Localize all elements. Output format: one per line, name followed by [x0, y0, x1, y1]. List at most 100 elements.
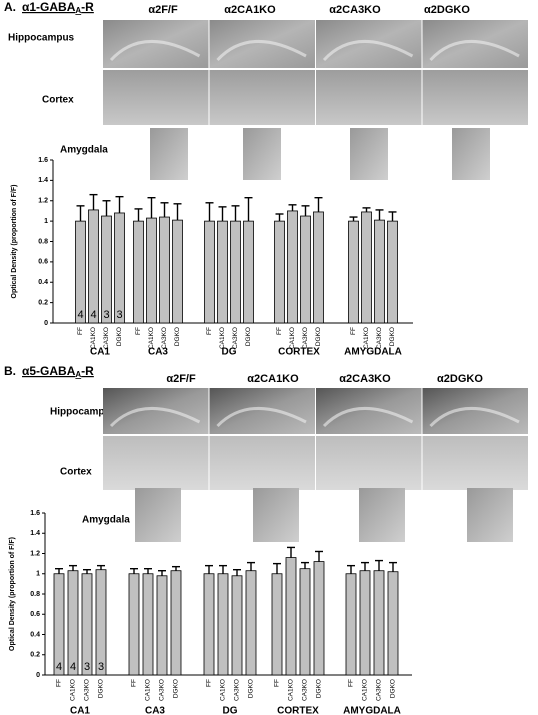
bar	[387, 571, 399, 676]
bar-label: CA3KO	[234, 679, 241, 701]
bar	[345, 573, 357, 676]
group-label: AMYGDALA	[344, 347, 402, 358]
hippocampus-layer	[322, 406, 414, 428]
title-subscript: A	[75, 6, 81, 15]
bar-label: FF	[77, 327, 84, 335]
bar-label: FF	[350, 327, 357, 335]
amygdala-image	[452, 128, 490, 180]
bar	[285, 557, 297, 676]
bar	[359, 570, 371, 676]
hippocampus-image	[209, 388, 315, 434]
bar-label: DGKO	[248, 679, 255, 698]
row-label: Hippocampus	[50, 407, 117, 418]
y-tick-label: 0.6	[38, 259, 48, 266]
group-label: CA1	[90, 347, 110, 358]
group-label: CA3	[148, 347, 168, 358]
bar	[95, 569, 107, 676]
bar	[271, 573, 283, 676]
bar	[101, 215, 112, 324]
n-label: 3	[84, 661, 90, 673]
title-text: α1-GABA	[22, 0, 76, 14]
bar	[287, 210, 298, 324]
title-suffix: -R	[81, 0, 94, 14]
row-label: Amygdala	[82, 515, 130, 526]
amygdala-image	[135, 488, 181, 542]
bar	[203, 573, 215, 676]
bar-label: DGKO	[245, 327, 252, 346]
bar-label: FF	[276, 327, 283, 335]
bar-label: FF	[274, 679, 281, 687]
hippocampus-layer	[109, 406, 201, 428]
column-header: α2DGKO	[437, 373, 483, 385]
panel-label: B.	[4, 364, 16, 378]
bar	[313, 561, 325, 676]
amygdala-image	[350, 128, 388, 180]
bar	[53, 573, 65, 676]
bar-label: CA3KO	[302, 679, 309, 701]
amygdala-image	[150, 128, 188, 180]
bar-label: CA1KO	[219, 327, 226, 349]
y-tick-label: 0.2	[30, 652, 40, 659]
bar-label: DGKO	[315, 327, 322, 346]
title-suffix: -R	[81, 364, 94, 378]
bar-label: CA1KO	[289, 327, 296, 349]
group-label: DG	[222, 347, 237, 358]
hippocampus-image	[316, 388, 422, 434]
bar	[156, 575, 168, 676]
group-label: CORTEX	[278, 347, 320, 358]
bar-label: DGKO	[390, 679, 397, 698]
bar-label: FF	[206, 327, 213, 335]
bar-label: CA1KO	[288, 679, 295, 701]
bar	[170, 570, 182, 676]
hippocampus-layer	[216, 406, 307, 428]
amygdala-image	[359, 488, 405, 542]
y-tick-label: 1.6	[30, 510, 40, 517]
bar-label: FF	[56, 679, 63, 687]
bar-label: DGKO	[174, 327, 181, 346]
n-label: 4	[77, 309, 83, 321]
y-tick-label: 1.2	[30, 550, 40, 557]
panel-title: B. α5-GABAA-R	[4, 364, 94, 379]
bar	[387, 220, 398, 324]
cortex-image	[316, 436, 422, 490]
bar	[146, 217, 157, 324]
hippocampus-image	[422, 388, 528, 434]
hippocampus-image	[422, 20, 528, 68]
group-label: CA3	[145, 706, 165, 715]
y-tick-label: 1.2	[38, 198, 48, 205]
bar-label: CA1KO	[70, 679, 77, 701]
bar-label: CA3KO	[302, 327, 309, 349]
bar	[361, 211, 372, 324]
title-text: α5-GABA	[22, 364, 76, 378]
bar	[172, 219, 183, 324]
bar	[348, 220, 359, 324]
y-tick-label: 0.8	[38, 238, 48, 245]
bar	[245, 570, 257, 676]
bar	[243, 220, 254, 324]
bar	[128, 573, 140, 676]
amygdala-image	[467, 488, 513, 542]
cortex-image	[103, 70, 209, 125]
n-label: 3	[103, 309, 109, 321]
column-header: α2F/F	[166, 373, 196, 385]
cortex-image	[316, 70, 422, 125]
n-label: 3	[116, 309, 122, 321]
cortex-image	[209, 70, 315, 125]
cortex-image	[422, 70, 528, 125]
bar-label: CA3KO	[103, 327, 110, 349]
y-tick-label: 0.4	[30, 631, 40, 638]
bar-label: DGKO	[173, 679, 180, 698]
bar-label: CA1KO	[363, 327, 370, 349]
bar	[230, 220, 241, 324]
row-label: Amygdala	[60, 145, 108, 156]
y-tick-label: 0	[36, 672, 40, 679]
bar-label: DGKO	[316, 679, 323, 698]
n-label: 4	[56, 661, 62, 673]
amygdala-image	[243, 128, 281, 180]
group-label: CORTEX	[277, 706, 319, 715]
bar	[204, 220, 215, 324]
hippocampus-image	[103, 20, 209, 68]
bar	[373, 570, 385, 676]
y-tick-label: 0.2	[38, 299, 48, 306]
cortex-image	[209, 436, 315, 490]
